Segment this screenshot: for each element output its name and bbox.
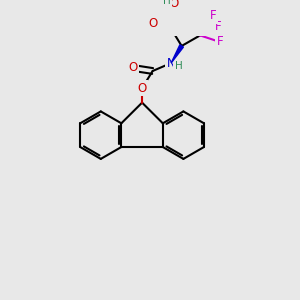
Text: O: O bbox=[148, 17, 158, 30]
Text: F: F bbox=[215, 20, 222, 33]
Text: H: H bbox=[163, 0, 171, 6]
Text: O: O bbox=[137, 82, 147, 94]
Text: N: N bbox=[167, 57, 176, 70]
Text: O: O bbox=[169, 0, 178, 10]
Text: F: F bbox=[217, 35, 223, 49]
Text: H: H bbox=[175, 61, 182, 71]
Text: F: F bbox=[210, 9, 217, 22]
Polygon shape bbox=[171, 45, 183, 63]
Text: O: O bbox=[128, 61, 137, 74]
